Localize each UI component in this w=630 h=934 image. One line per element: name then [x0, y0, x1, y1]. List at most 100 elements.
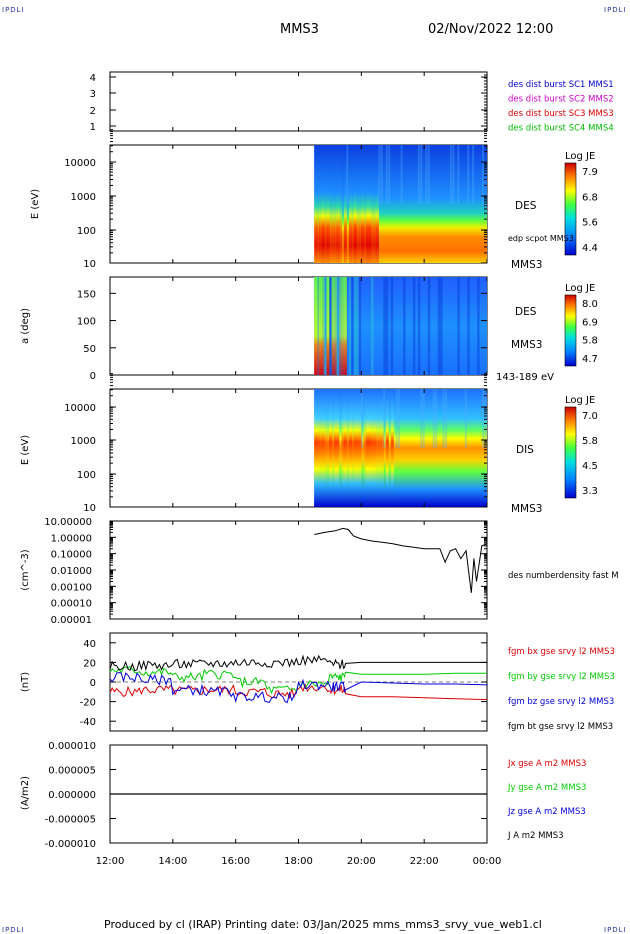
- b-series-bx: [109, 683, 488, 701]
- y-tick-label: 0: [90, 371, 96, 382]
- b-legend-by: fgm by gse srvy l2 MMS3: [508, 672, 615, 682]
- des-energy-heat-stripe: [353, 145, 357, 263]
- y-tick-label: 4: [90, 73, 96, 84]
- dis-energy-heat-stripe: [368, 389, 372, 507]
- y-tick-label: 50: [83, 344, 96, 355]
- dis-energy-heat-stripe: [329, 389, 333, 507]
- des-energy-heat-stripe: [400, 145, 403, 204]
- legend-sc1: des dist burst SC1 MMS1: [508, 80, 614, 90]
- des-energy-heat-stripe: [343, 145, 347, 263]
- des-energy-heat-stripe: [452, 145, 455, 204]
- des-pitch-stripe: [329, 277, 332, 375]
- des-energy-heat-stripe: [449, 145, 452, 204]
- des-energy-heat-stripe: [314, 145, 318, 263]
- j-legend-0: Jx gse A m2 MMS3: [507, 759, 586, 769]
- des-energy-heat-stripe: [326, 145, 330, 263]
- des-energy-heat-stripe: [358, 145, 362, 263]
- y-tick-label: -20: [80, 698, 96, 709]
- des-energy-colorbar-tick: 4.4: [582, 243, 598, 254]
- des-energy-heat-stripe: [378, 145, 381, 204]
- des-pitch-colorbar-tick: 5.8: [582, 336, 598, 347]
- y-tick-label: 10000: [64, 158, 96, 169]
- des-pitch-stripe: [370, 277, 374, 375]
- y-tick-label: 0: [90, 678, 96, 689]
- des-pitch-stripe: [338, 277, 342, 375]
- legend-sc2: des dist burst SC2 MMS2: [508, 95, 614, 105]
- dis-energy-heat-stripe: [316, 389, 320, 507]
- des-pitch-stripe: [403, 277, 406, 375]
- y-axis-label: a (deg): [20, 308, 31, 344]
- des-pitch-stripe: [319, 277, 323, 375]
- dis-energy-heat-stripe: [380, 389, 384, 507]
- legend-sc3: des dist burst SC3 MMS3: [508, 109, 614, 119]
- des-pitch-stripe: [412, 277, 416, 375]
- y-tick-label: 10: [83, 503, 96, 514]
- des-pitch-stripe: [385, 277, 389, 375]
- des-pitch-stripe: [356, 277, 359, 375]
- dis-energy-heat-stripe: [375, 389, 379, 507]
- des-energy-colorbar-tick: 7.9: [582, 167, 598, 178]
- dis-energy-heat-stripe: [395, 389, 398, 448]
- datetime-title: 02/Nov/2022 12:00: [428, 22, 554, 37]
- des-energy-heat-background: [314, 145, 487, 263]
- corner-mark-bottom-right: IPDLI: [604, 926, 627, 934]
- des-pitch-stripe: [331, 277, 335, 375]
- des-energy-heat-stripe: [420, 145, 423, 204]
- des-energy-heat-stripe: [319, 145, 323, 263]
- j-legend-1: Jy gse A m2 MMS3: [507, 783, 586, 793]
- des-energy-heat-stripe: [346, 145, 349, 204]
- sc-label: MMS3: [511, 339, 542, 351]
- b-legend-bx: fgm bx gse srvy l2 MMS3: [508, 647, 615, 657]
- y-tick-label: 10.00000: [44, 517, 92, 528]
- b-series-by: [109, 665, 487, 695]
- b-legend-bt: fgm bt gse srvy l2 MMS3: [508, 722, 613, 732]
- dis-energy-colorbar-tick: 5.8: [582, 436, 598, 447]
- density-line: [314, 527, 488, 593]
- des-pitch-stripe: [314, 277, 318, 375]
- b-series-bz: [109, 672, 488, 704]
- des-energy-heat-stripe: [329, 145, 333, 263]
- y-tick-label: 1000: [71, 436, 96, 447]
- y-tick-label: 1000: [71, 192, 96, 203]
- dis-energy-heat-stripe: [341, 389, 345, 507]
- y-tick-label: 0.10000: [51, 550, 92, 561]
- des-pitch-stripe: [316, 277, 320, 375]
- corner-mark-top-left: IPDLI: [2, 6, 25, 14]
- y-tick-label: 100: [77, 470, 96, 481]
- des-pitch-stripe: [477, 277, 480, 375]
- des-pitch-colorbar: [564, 294, 577, 367]
- dis-energy-heat-stripe: [326, 389, 330, 507]
- des-pitch-colorbar-title: Log JE: [565, 283, 595, 294]
- dis-energy-colorbar-tick: 7.0: [582, 411, 598, 422]
- dis-energy-heat-stripe: [445, 389, 448, 448]
- dis-energy-heat-stripe: [314, 389, 318, 507]
- des-pitch-stripe: [343, 277, 347, 375]
- dis-energy-heat-stripe: [482, 389, 485, 448]
- y-tick-label: 10000: [64, 403, 96, 414]
- y-axis-label: (A/m2): [20, 776, 31, 810]
- dis-energy-heat-stripe: [348, 389, 352, 507]
- des-energy-heat-stripe: [331, 145, 335, 263]
- dis-energy-heat-stripe: [336, 389, 340, 507]
- dis-energy-heat-stripe: [343, 389, 347, 507]
- dis-energy-heat-stripe: [383, 389, 386, 448]
- y-tick-label: 0.000000: [48, 790, 96, 801]
- dis-energy-heat-stripe: [346, 389, 350, 507]
- y-tick-label: 0.01000: [51, 566, 92, 577]
- y-axis-label: (nT): [20, 672, 31, 692]
- y-tick-label: 0.000010: [48, 741, 96, 752]
- dis-energy-heat-stripe: [422, 389, 425, 448]
- b-series-bt: [109, 654, 487, 672]
- y-tick-label: 100: [77, 317, 96, 328]
- species-label: DES: [515, 306, 537, 318]
- des-pitch-stripe: [353, 277, 357, 375]
- des-pitch-colorbar-tick: 4.7: [582, 354, 598, 365]
- des-energy-heat-stripe: [321, 145, 325, 263]
- y-tick-label: 150: [77, 289, 96, 300]
- y-tick-label: 0.00010: [51, 599, 92, 610]
- x-tick-label: 22:00: [410, 856, 439, 867]
- dis-energy-heat-stripe: [390, 389, 394, 507]
- dis-energy-heat-background: [314, 389, 487, 507]
- des-pitch-colorbar-tick: 8.0: [582, 299, 598, 310]
- dis-energy-heat-stripe: [435, 389, 438, 448]
